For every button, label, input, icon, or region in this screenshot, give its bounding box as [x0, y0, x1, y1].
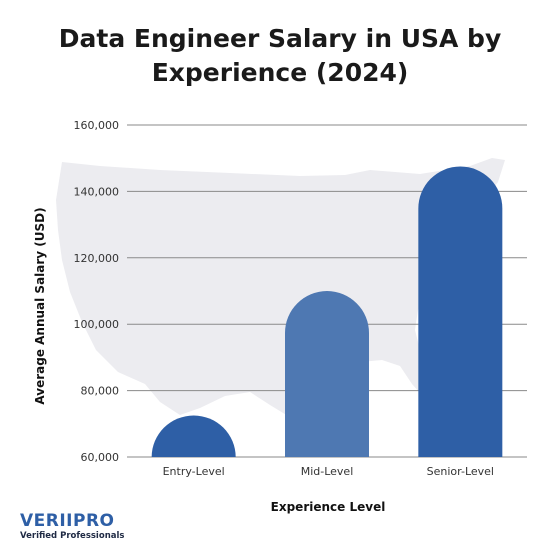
x-axis-label: Experience Level [271, 500, 386, 514]
chart-title: Data Engineer Salary in USA by Experienc… [0, 22, 560, 90]
y-tick-label: 60,000 [81, 451, 120, 464]
y-axis-ticks: 60,000 80,000 100,000 120,000 140,000 160,000 [74, 119, 120, 464]
y-axis-label: Average Annual Salary (USD) [33, 207, 47, 404]
chart-title-line-2: Experience (2024) [151, 58, 409, 87]
bar-mid-level [285, 291, 369, 457]
usa-map-silhouette [56, 158, 505, 416]
brand-tagline: Verified Professionals [20, 531, 125, 541]
y-tick-label: 120,000 [74, 252, 120, 265]
brand-logo: VERIIPRO Verified Professionals [20, 512, 124, 542]
y-tick-label: 140,000 [74, 185, 120, 198]
bar-entry-level [151, 415, 236, 457]
bar-senior-level [418, 166, 503, 457]
x-axis-ticks: Entry-Level Mid-Level Senior-Level [163, 465, 494, 478]
bars [151, 166, 503, 457]
x-tick-label: Mid-Level [301, 465, 354, 478]
x-tick-label: Entry-Level [163, 465, 225, 478]
y-tick-label: 80,000 [81, 385, 120, 398]
brand-name: VERIIPRO [20, 511, 115, 531]
chart-title-line-1: Data Engineer Salary in USA by [58, 24, 502, 53]
y-tick-label: 100,000 [74, 318, 120, 331]
x-tick-label: Senior-Level [427, 465, 494, 478]
y-tick-label: 160,000 [74, 119, 120, 132]
